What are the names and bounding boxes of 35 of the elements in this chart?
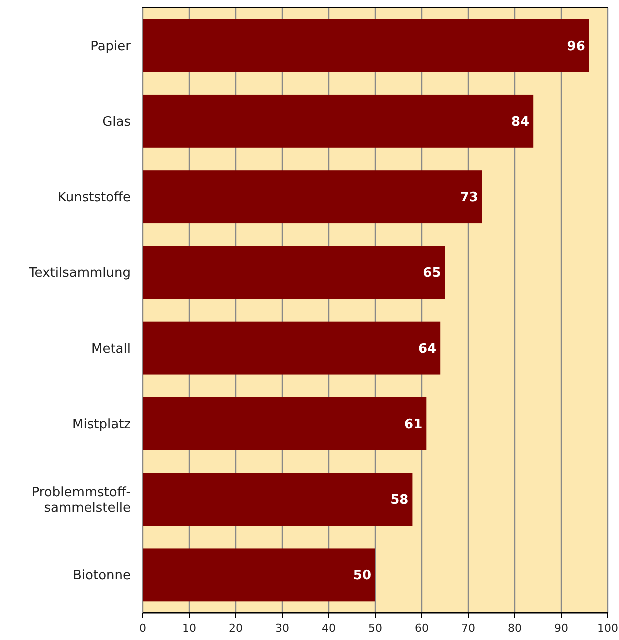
y-tick-label: Biotonne [72, 568, 131, 584]
bar [143, 94, 534, 148]
data-label: 50 [353, 568, 372, 584]
y-tick-label: Kunststoffe [58, 190, 131, 206]
bar [143, 170, 482, 224]
bar [143, 246, 446, 300]
bar [143, 322, 441, 375]
data-label: 64 [418, 342, 437, 357]
x-tick-label: 90 [554, 622, 568, 635]
data-label: 73 [460, 190, 478, 206]
x-tick-label: 50 [368, 622, 382, 635]
x-tick-label: 30 [276, 622, 290, 635]
y-tick-label: Metall [91, 342, 131, 357]
y-tick-label: Glas [102, 114, 132, 130]
x-tick-label: 10 [182, 622, 196, 635]
y-tick-label: Papier [90, 39, 132, 54]
data-label: 61 [404, 417, 423, 432]
y-tick-label: Textilsammlung [28, 266, 131, 282]
x-tick-label: 20 [229, 622, 243, 635]
y-tick-label: Problemmstoff-sammelstelle [32, 485, 132, 516]
x-tick-label: 80 [508, 622, 522, 635]
data-label: 96 [567, 39, 586, 54]
x-tick-label: 70 [462, 622, 476, 635]
x-tick-label: 40 [322, 622, 336, 635]
bar [143, 19, 590, 72]
bar [143, 548, 376, 602]
bar [143, 397, 427, 450]
data-label: 58 [390, 493, 409, 508]
x-tick-label: 60 [415, 622, 429, 635]
y-tick-label: Mistplatz [72, 417, 132, 432]
bar [143, 473, 413, 526]
x-tick-label: 0 [140, 622, 146, 635]
data-label: 84 [512, 114, 530, 130]
data-label: 65 [423, 266, 442, 282]
x-tick-label: 100 [598, 622, 618, 635]
